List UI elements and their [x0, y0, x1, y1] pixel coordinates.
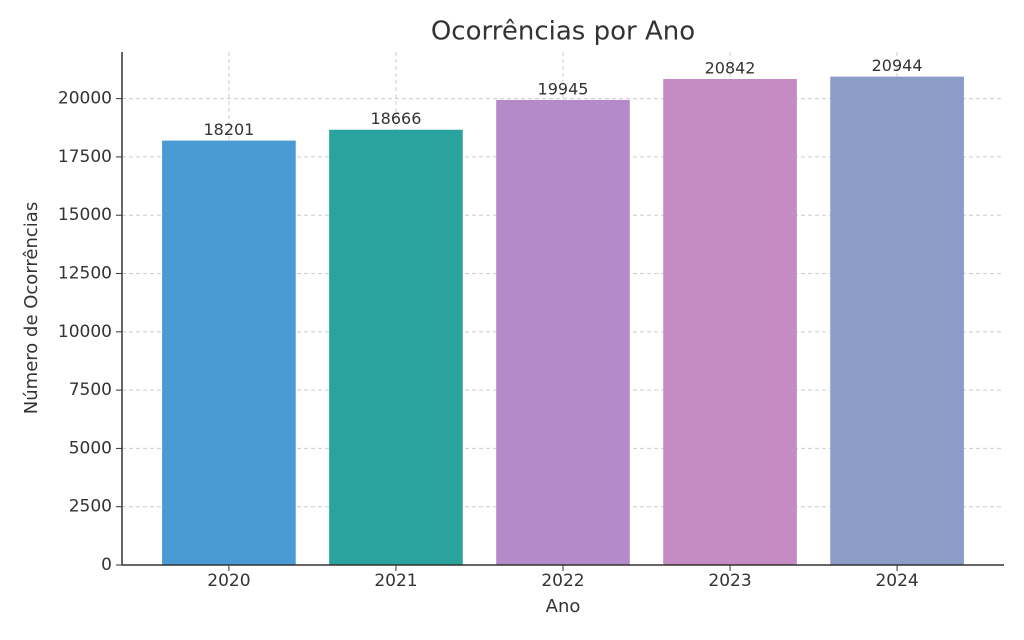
y-tick-label: 15000 [58, 205, 112, 225]
y-tick-label: 17500 [58, 147, 112, 167]
x-tick-label: 2023 [708, 571, 751, 591]
value-label: 19945 [538, 79, 589, 98]
y-tick-label: 20000 [58, 89, 112, 109]
y-tick-label: 10000 [58, 322, 112, 342]
value-label: 18201 [203, 120, 254, 139]
value-label: 18666 [371, 109, 422, 128]
x-tick-label: 2022 [541, 571, 584, 591]
bar [162, 140, 296, 566]
y-tick-label: 7500 [69, 380, 112, 400]
chart-title: Ocorrências por Ano [431, 17, 695, 47]
y-tick-label: 5000 [69, 438, 112, 458]
value-label: 20944 [872, 56, 923, 75]
x-axis-label: Ano [546, 596, 581, 617]
x-tick-label: 2020 [207, 571, 250, 591]
bar [830, 76, 964, 566]
x-tick-label: 2021 [374, 571, 417, 591]
x-tick-label: 2024 [875, 571, 918, 591]
value-label: 20842 [705, 59, 756, 78]
bar [663, 79, 797, 566]
y-tick-label: 12500 [58, 264, 112, 284]
y-tick-label: 2500 [69, 497, 112, 517]
y-axis-label: Número de Ocorrências [21, 202, 42, 414]
y-tick-label: 0 [101, 555, 112, 575]
bar [496, 99, 630, 566]
bar [329, 129, 463, 566]
